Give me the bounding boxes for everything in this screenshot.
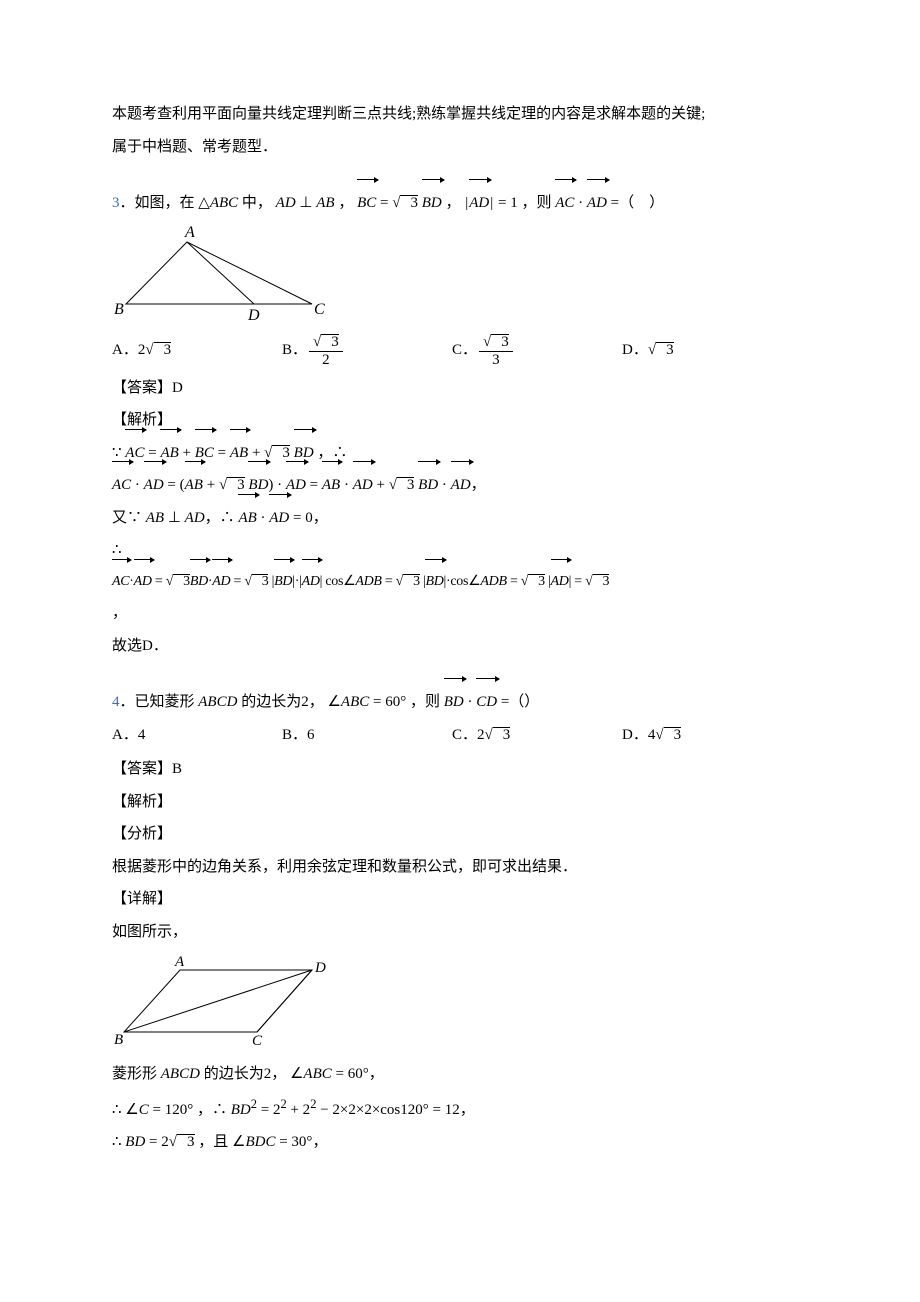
q4-label-B: B: [114, 1032, 123, 1048]
q3-sol-l3: 又∵ AB ⊥ AD，∴ AB · AD = 0，: [112, 504, 808, 533]
q4-opt-A: A．4: [112, 721, 282, 750]
q4-number: 4: [112, 694, 120, 710]
q4-figure: A D B C: [112, 952, 328, 1050]
vec-CD-q4: CD: [476, 688, 497, 717]
q4-stem-a: ．已知菱形: [120, 694, 195, 710]
q3-stem-mid1: 中，: [242, 195, 272, 211]
q4-label-D: D: [314, 960, 326, 976]
q4-options: A．4 B．6 C．2√3 D．4√3: [112, 721, 808, 750]
intro-line-2: 属于中档题、常考题型．: [112, 133, 808, 162]
q3-stem: 3．如图，在 △ABC 中， AD ⊥ AB ， BC = √3 BD ， |A…: [112, 189, 808, 218]
q3-stem-mid3: ，: [445, 195, 460, 211]
q3-sol-l7: 故选D．: [112, 632, 808, 661]
q4-fenxi-text: 根据菱形中的边角关系，利用余弦定理和数量积公式，即可求出结果．: [112, 853, 808, 882]
q3-sol-l5: AC·AD = √3BD·AD = √3 |BD|·|AD| cos∠ADB =…: [112, 569, 808, 596]
q4-abcd: ABCD: [198, 694, 237, 710]
q3-triangle: △ABC: [198, 195, 238, 211]
q3-stem-end: =（ ）: [611, 195, 664, 211]
vec-AD: AD: [587, 189, 607, 218]
vec-BC: BC: [357, 189, 376, 218]
intro-line-1: 本题考查利用平面向量共线定理判断三点共线;熟练掌握共线定理的内容是求解本题的关键…: [112, 100, 808, 129]
q4-answer: 【答案】B: [112, 755, 808, 784]
q3-options: A． 2√3 B． √3 2 C． √3 3 D． √3: [112, 334, 808, 368]
q4-sol-l3: ∴ BD = 2√3 ，且 ∠BDC = 30°，: [112, 1128, 808, 1157]
q4-fenxi-label: 【分析】: [112, 820, 808, 849]
q3-stem-pre: ．如图，在: [120, 195, 195, 211]
q3-opt-A: A． 2√3: [112, 336, 282, 365]
q3-stem-mid4: ，则: [521, 195, 551, 211]
q3-number: 3: [112, 195, 120, 211]
q4-opt-C: C．2√3: [452, 721, 622, 750]
q4-detail-text: 如图所示，: [112, 918, 808, 947]
q3-label-C: C: [314, 301, 325, 318]
q4-sol-l2: ∴ ∠C = 120° ，∴ BD2 = 22 + 22 − 2×2×2×cos…: [112, 1093, 808, 1125]
q4-opt-D: D．4√3: [622, 721, 782, 750]
q3-sol-l2: AC · AD = (AB + √3 BD) · AD = AB · AD + …: [112, 471, 808, 500]
q3-opt-D: D． √3: [622, 336, 782, 365]
vec-BD-q4: BD: [444, 688, 464, 717]
q4-stem-b: 的边长为2，: [241, 694, 324, 710]
vec-BD: BD: [422, 189, 442, 218]
vec-AC: AC: [555, 189, 574, 218]
q4-opt-B: B．6: [282, 721, 452, 750]
q4-label-A: A: [174, 954, 185, 970]
q4-stem-c: ，则: [410, 694, 440, 710]
q4-detail-label: 【详解】: [112, 885, 808, 914]
q3-label-B: B: [114, 301, 124, 318]
q3-opt-C: C． √3 3: [452, 334, 622, 368]
q3-perp: AD: [276, 195, 296, 211]
q4-label-C: C: [252, 1033, 263, 1049]
q4-stem: 4．已知菱形 ABCD 的边长为2， ∠ABC = 60° ，则 BD · CD…: [112, 688, 808, 717]
q4-sol-l1: 菱形形 ABCD 的边长为2， ∠ABC = 60°，: [112, 1060, 808, 1089]
q3-sol-l6: ，: [112, 599, 808, 628]
q3-label-A: A: [184, 224, 195, 241]
q3-figure: A B C D: [112, 224, 328, 324]
q4-angle: ∠ABC = 60°: [327, 694, 406, 710]
q4-analysis-label: 【解析】: [112, 788, 808, 817]
q3-answer: 【答案】D: [112, 374, 808, 403]
q3-stem-mid2: ，: [338, 195, 353, 211]
q3-label-D: D: [247, 307, 260, 324]
q4-stem-d: =（）: [501, 694, 539, 710]
vec-AD-abs: AD: [469, 189, 489, 218]
q3-opt-B: B． √3 2: [282, 334, 452, 368]
